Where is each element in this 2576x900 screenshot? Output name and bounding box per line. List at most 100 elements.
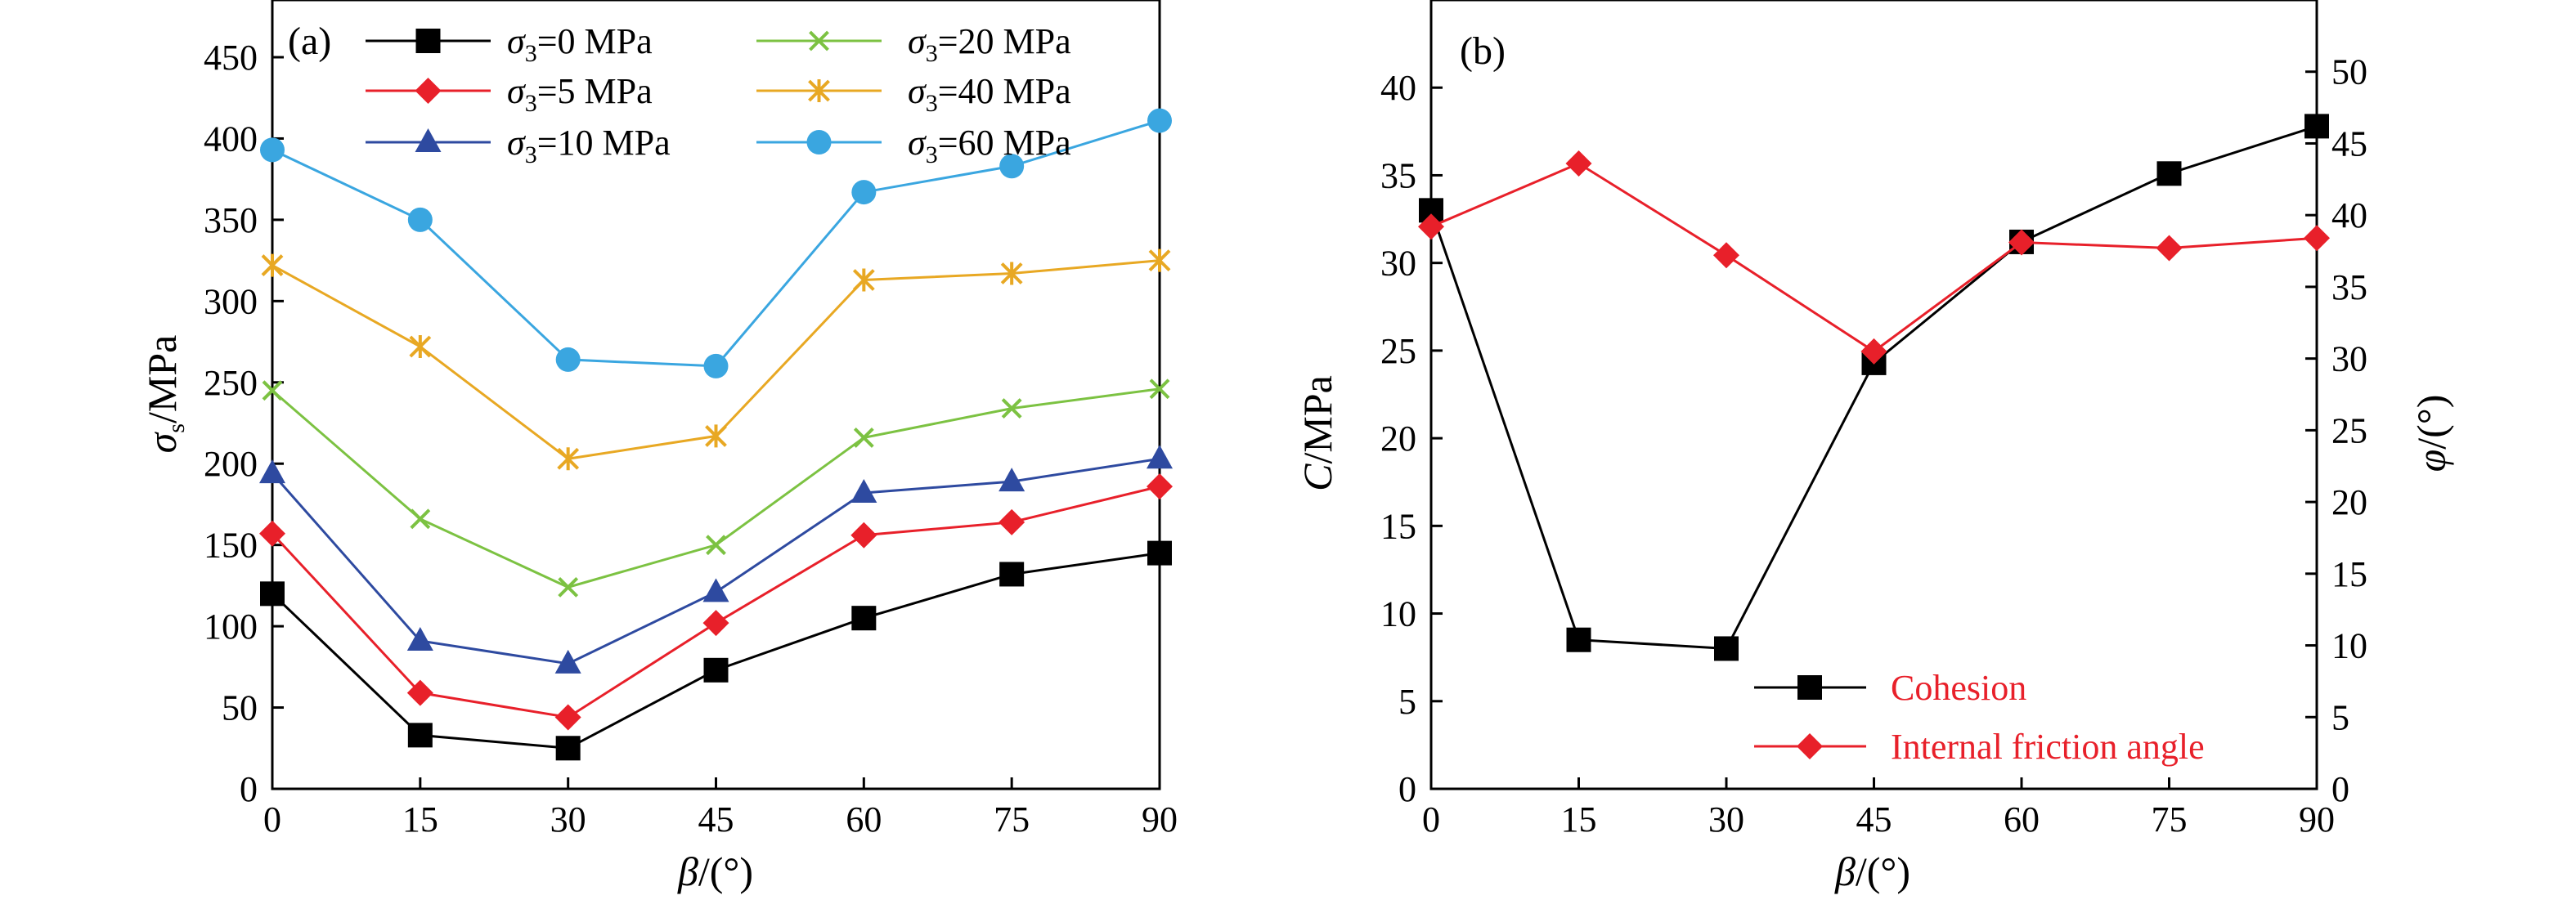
panel-a-label: (a) <box>288 20 331 63</box>
data-point <box>1565 150 1592 177</box>
data-point <box>2304 225 2330 252</box>
legend-marker <box>809 30 829 51</box>
legend-marker <box>1797 675 1822 700</box>
panel-b-axes: 0 15 30 45 60 75 90051015202530354005101520253… <box>1380 52 2367 840</box>
data-point <box>2304 114 2329 139</box>
panel-b-x-tick-label: 75 <box>2152 799 2188 840</box>
data-point <box>554 649 581 674</box>
panel-a-x-tick-label: 0 <box>263 799 281 840</box>
panel-b-x-axis-label: β/(°) <box>1834 849 1910 894</box>
data-point <box>1001 398 1022 419</box>
data-point <box>2156 235 2183 262</box>
panel-a-y-tick-label: 100 <box>204 607 258 647</box>
legend-item-3-5-mpa: σ3=5 MPa <box>366 71 653 117</box>
data-point <box>259 520 285 547</box>
panel-b-right-y-tick-label: 30 <box>2331 339 2367 379</box>
panel-a-axes: 0 15 30 45 60 75 90 0 50 100 150 200 250 300 350 400 450 <box>204 38 1178 840</box>
panel-b-x-tick-label: 45 <box>1856 799 1892 840</box>
legend-item-3-60-mpa: σ3=60 MPa <box>756 123 1071 168</box>
panel-b-y-axis-label: C/MPa <box>1295 375 1340 491</box>
legend-item-3-0-mpa: σ3=0 MPa <box>366 21 653 67</box>
panel-a-x-axis-label: β/(°) <box>677 849 753 894</box>
series-internal-friction-angle <box>1418 150 2330 365</box>
data-point <box>1148 249 1171 272</box>
data-point <box>1714 636 1739 661</box>
panel-a-y-tick-label: 50 <box>222 688 258 728</box>
panel-a-y-tick-label: 150 <box>204 526 258 566</box>
panel-a-series <box>259 108 1173 761</box>
data-point <box>2008 229 2035 256</box>
panel-b-x-tick-label: 90 <box>2299 799 2335 840</box>
data-point <box>557 447 580 471</box>
panel-b-chart: (b) 0 15 30 45 60 75 9005101520253035400510152… <box>1295 0 2454 894</box>
panel-b-plot-frame <box>1429 0 2318 790</box>
data-point <box>851 606 877 631</box>
panel-a-y-tick-label: 300 <box>204 281 258 321</box>
legend-item-3-10-mpa: σ3=10 MPa <box>366 123 671 168</box>
panel-b-x-tick-label: 30 <box>1708 799 1744 840</box>
data-point <box>703 353 729 378</box>
data-point <box>555 736 581 761</box>
data-point <box>850 522 877 549</box>
panel-b-x-tick-label: 15 <box>1561 799 1597 840</box>
panel-b-y-tick-label: 10 <box>1380 594 1416 634</box>
series-3-5-mpa <box>259 473 1173 731</box>
data-point <box>555 347 581 372</box>
legend-label: σ3=40 MPa <box>908 71 1071 117</box>
data-point <box>851 180 877 205</box>
panel-b-y-tick-label: 30 <box>1380 244 1416 284</box>
data-point <box>999 154 1025 179</box>
panel-a-x-tick-label: 15 <box>402 799 438 840</box>
data-point <box>705 424 727 448</box>
panel-b-right-y-axis-label: φ/(°) <box>2408 395 2454 472</box>
legend-marker <box>806 130 832 154</box>
panel-a-x-tick-label: 75 <box>994 799 1030 840</box>
panel-b-y-tick-label: 5 <box>1398 682 1416 722</box>
panel-a-y-tick-label: 350 <box>204 200 258 240</box>
panel-b-right-y-tick-label: 25 <box>2331 410 2367 450</box>
data-point <box>1149 378 1170 400</box>
series-line <box>1429 124 2318 650</box>
legend-label: σ3=5 MPa <box>507 71 653 117</box>
data-point <box>999 562 1025 587</box>
panel-b-right-y-tick-label: 50 <box>2331 52 2367 92</box>
data-point <box>409 335 432 359</box>
data-point <box>260 581 285 607</box>
data-point <box>262 380 283 401</box>
data-point <box>1000 262 1023 285</box>
panel-b-legend: Cohesion Internal friction angle <box>1754 668 2205 767</box>
panel-b-right-y-tick-label: 10 <box>2331 626 2367 666</box>
panel-a-y-axis-label: σs/MPa <box>139 335 190 454</box>
legend-label: Internal friction angle <box>1891 727 2205 767</box>
panel-b-right-y-tick-label: 0 <box>2331 769 2349 809</box>
data-point <box>703 657 729 683</box>
panel-a-y-tick-label: 200 <box>204 444 258 484</box>
data-point <box>406 679 433 706</box>
series-line <box>1430 162 2318 353</box>
panel-a-chart: (a) 0 15 30 45 60 75 90 0 50 100 150 200 250 300 350 40… <box>139 0 1178 894</box>
data-point <box>260 137 285 163</box>
legend-item-3-20-mpa: σ3=20 MPa <box>756 21 1071 67</box>
data-point <box>1566 627 1591 652</box>
panel-b-series <box>1418 114 2330 661</box>
legend-label: σ3=0 MPa <box>507 21 653 67</box>
panel-b-y-tick-label: 25 <box>1380 331 1416 371</box>
legend-marker <box>415 128 442 152</box>
data-point <box>2156 161 2182 186</box>
panel-b-y-tick-label: 0 <box>1398 769 1416 809</box>
data-point <box>410 508 431 530</box>
data-point <box>1860 338 1887 365</box>
panel-a-y-tick-label: 0 <box>240 769 258 809</box>
data-point <box>702 578 729 602</box>
panel-a-x-tick-label: 30 <box>550 799 586 840</box>
panel-b-right-y-tick-label: 35 <box>2331 267 2367 307</box>
series-3-20-mpa <box>262 378 1170 598</box>
data-point <box>261 253 284 277</box>
data-point <box>1147 108 1172 133</box>
data-point <box>1147 540 1172 566</box>
panel-b-y-tick-label: 35 <box>1380 155 1416 195</box>
panel-b-right-y-tick-label: 20 <box>2331 482 2367 522</box>
series-cohesion <box>1419 114 2329 661</box>
panel-b-right-y-tick-label: 15 <box>2331 554 2367 594</box>
